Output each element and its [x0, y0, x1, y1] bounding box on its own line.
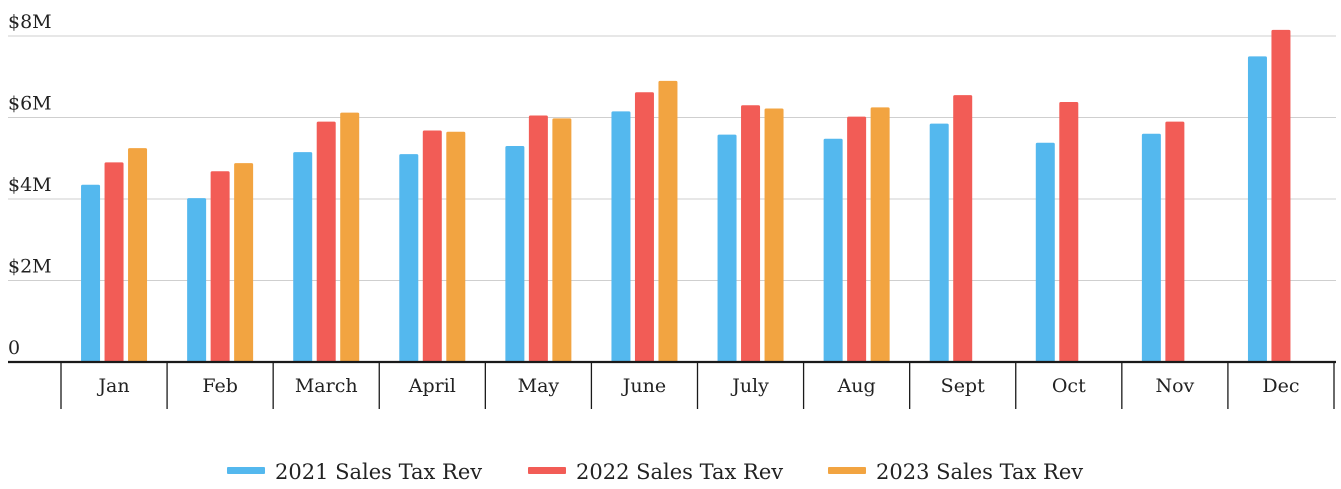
bar-2022-april [422, 130, 442, 362]
bar-2021-jan [81, 184, 101, 362]
legend: 2021 Sales Tax Rev 2022 Sales Tax Rev 2023… [227, 460, 1083, 484]
legend-swatch [528, 467, 566, 474]
bar-2021-june [611, 111, 631, 362]
x-tick-label: Oct [1052, 375, 1086, 397]
legend-label: 2021 Sales Tax Rev [275, 460, 482, 484]
y-tick-label: $2M [8, 256, 52, 278]
bar-2022-aug [847, 116, 867, 362]
y-tick-label: $8M [8, 11, 52, 33]
bar-2022-jan [104, 162, 124, 362]
x-tick-label: March [295, 375, 358, 397]
x-tick-label: Dec [1262, 375, 1299, 397]
bars [81, 29, 1291, 363]
bar-2023-aug [870, 107, 890, 362]
bar-2021-oct [1035, 142, 1055, 362]
bar-2022-feb [210, 171, 230, 362]
y-tick-label: 0 [8, 337, 20, 359]
bar-2023-april [446, 131, 466, 362]
bar-2022-may [528, 115, 548, 363]
bar-2021-dec [1247, 56, 1267, 362]
bar-2021-feb [187, 198, 207, 362]
bar-2021-nov [1141, 133, 1161, 362]
bar-2022-oct [1059, 102, 1079, 362]
bar-2022-dec [1271, 29, 1291, 362]
bar-2023-may [552, 118, 572, 362]
bar-2022-sept [953, 95, 973, 363]
bar-2023-jan [128, 148, 148, 362]
bar-2021-april [399, 154, 419, 362]
y-tick-label: $6M [8, 93, 52, 115]
x-tick-label: Jan [96, 375, 129, 397]
bar-2022-nov [1165, 121, 1185, 362]
bar-2021-july [717, 134, 737, 362]
legend-label: 2022 Sales Tax Rev [576, 460, 783, 484]
bar-2021-march [293, 152, 313, 362]
x-tick-label: Nov [1155, 375, 1194, 397]
legend-swatch [227, 467, 265, 474]
x-tick-label: Feb [202, 375, 238, 397]
x-tick-label: April [408, 375, 456, 397]
bar-2022-june [634, 92, 654, 363]
x-tick-label: July [730, 375, 769, 397]
x-tick-label: Sept [941, 375, 985, 397]
x-tick-label: June [621, 375, 666, 397]
x-axis: Jan Feb March April May June July Aug Sept Oct Nov… [8, 360, 1336, 409]
legend-swatch [828, 467, 866, 474]
bar-2022-july [741, 105, 761, 363]
bar-2023-june [658, 80, 678, 362]
y-tick-label: $4M [8, 174, 52, 196]
x-tick-label: Aug [837, 375, 876, 397]
bar-2021-sept [929, 123, 949, 362]
x-tick-label: May [518, 375, 560, 397]
legend-label: 2023 Sales Tax Rev [876, 460, 1083, 484]
bar-2021-aug [823, 138, 843, 362]
bar-2022-march [316, 121, 336, 362]
bar-2023-feb [234, 163, 254, 362]
bar-2023-july [764, 108, 784, 362]
y-axis-labels: 0 $2M $4M $6M $8M [8, 11, 52, 359]
bar-2023-march [340, 112, 360, 362]
bar-2021-may [505, 146, 525, 362]
